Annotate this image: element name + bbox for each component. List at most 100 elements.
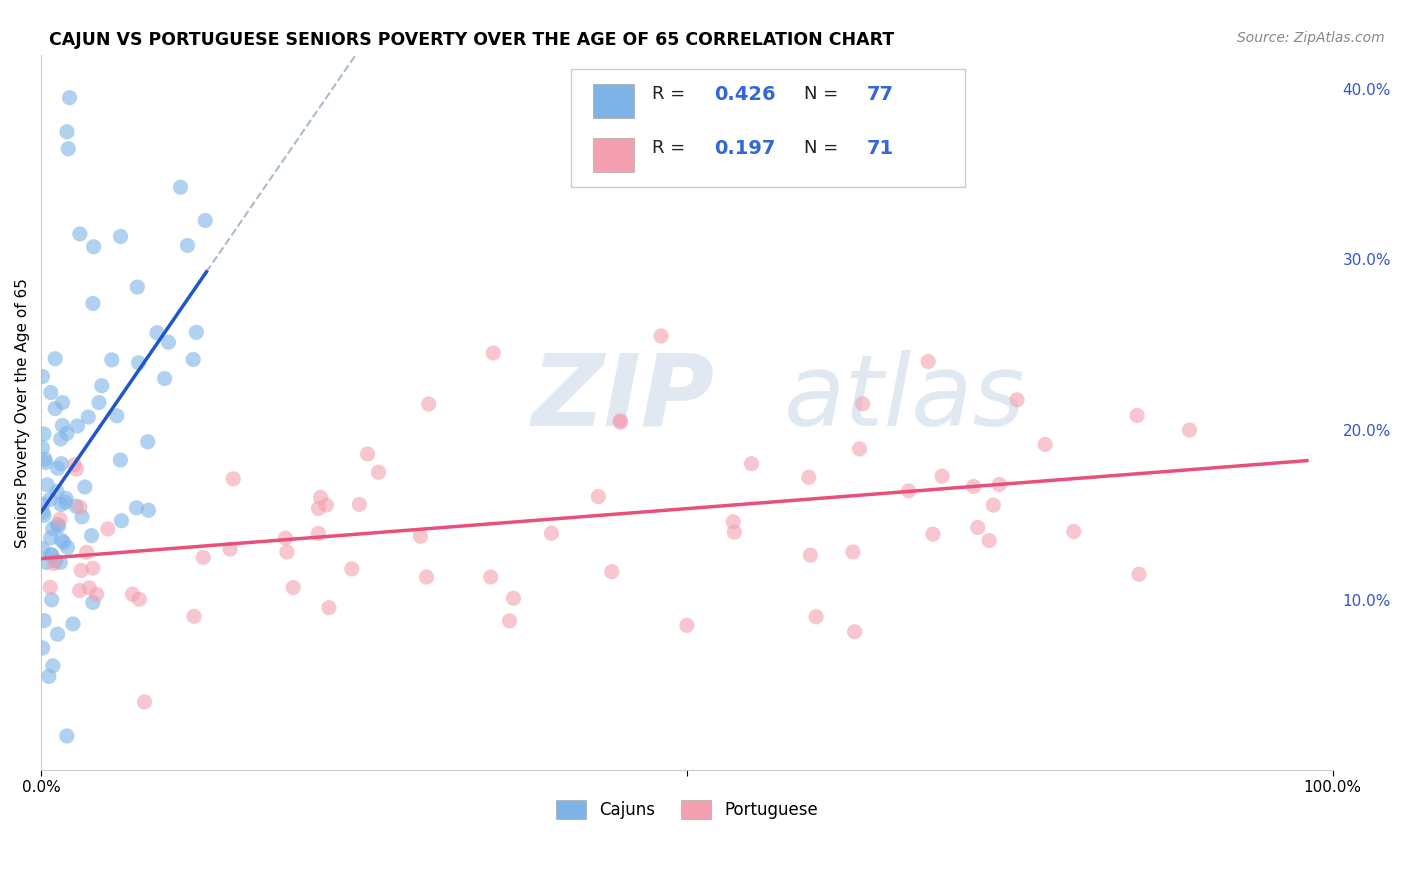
Point: [53, 495, 76, 509]
Point: [82, 595, 104, 609]
Point: [100, 352, 122, 367]
Point: [82, 561, 104, 575]
Point: [31, 541, 53, 556]
Point: [31, 640, 53, 655]
FancyBboxPatch shape: [571, 70, 965, 187]
Point: [32, 427, 55, 442]
Point: [799, 548, 821, 562]
Text: 77: 77: [866, 85, 893, 104]
Point: [1063, 524, 1085, 539]
Point: [609, 415, 631, 429]
Point: [276, 545, 298, 559]
Point: [41, 522, 63, 536]
Point: [44, 351, 66, 366]
Point: [676, 618, 699, 632]
Point: [931, 469, 953, 483]
Point: [741, 457, 763, 471]
Point: [39, 492, 62, 507]
Point: [77, 581, 100, 595]
Point: [409, 529, 432, 543]
Bar: [593, 84, 634, 119]
Y-axis label: Seniors Poverty Over the Age of 65: Seniors Poverty Over the Age of 65: [15, 277, 30, 548]
Point: [42, 658, 65, 673]
Point: [121, 587, 143, 601]
Point: [723, 515, 745, 529]
Point: [87, 395, 110, 409]
Point: [988, 477, 1011, 491]
Point: [128, 592, 150, 607]
Point: [274, 531, 297, 545]
Point: [32, 614, 55, 628]
Point: [51, 533, 73, 547]
Point: [46, 461, 69, 475]
Point: [186, 326, 208, 340]
Point: [153, 371, 176, 385]
Point: [356, 447, 378, 461]
Point: [127, 280, 149, 294]
Point: [917, 354, 939, 368]
Text: N =: N =: [804, 139, 845, 157]
Point: [76, 545, 98, 559]
Point: [110, 514, 132, 528]
Point: [966, 520, 988, 534]
Point: [31, 441, 53, 455]
Point: [41, 592, 63, 607]
Point: [39, 580, 62, 594]
Point: [86, 587, 108, 601]
Point: [66, 419, 89, 434]
Point: [51, 418, 73, 433]
Point: [283, 581, 305, 595]
Point: [157, 335, 180, 350]
Point: [32, 508, 55, 523]
Point: [37, 478, 59, 492]
Point: [49, 432, 72, 446]
Point: [418, 397, 440, 411]
Point: [65, 462, 87, 476]
Point: [70, 563, 93, 577]
Point: [62, 616, 84, 631]
Point: [723, 525, 745, 540]
Point: [609, 414, 631, 428]
Point: [922, 527, 945, 541]
Point: [56, 729, 79, 743]
Point: [219, 542, 242, 557]
Point: [34, 452, 56, 467]
Point: [125, 500, 148, 515]
Point: [979, 533, 1001, 548]
Point: [110, 453, 132, 467]
Point: [193, 550, 215, 565]
Point: [897, 483, 920, 498]
Point: [39, 548, 62, 562]
Point: [415, 570, 437, 584]
Point: [56, 541, 79, 555]
Point: [105, 409, 128, 423]
Text: 0.426: 0.426: [714, 85, 776, 104]
Text: R =: R =: [652, 139, 692, 157]
Point: [804, 609, 827, 624]
Point: [90, 378, 112, 392]
Point: [1128, 567, 1150, 582]
Point: [63, 458, 86, 472]
Point: [42, 557, 65, 571]
Point: [844, 624, 866, 639]
Point: [69, 227, 91, 241]
Point: [39, 531, 62, 545]
Point: [181, 352, 204, 367]
Point: [65, 500, 87, 514]
Text: CAJUN VS PORTUGUESE SENIORS POVERTY OVER THE AGE OF 65 CORRELATION CHART: CAJUN VS PORTUGUESE SENIORS POVERTY OVER…: [49, 31, 894, 49]
Point: [110, 229, 132, 244]
Point: [1178, 423, 1201, 437]
Point: [97, 522, 120, 536]
Point: [70, 509, 93, 524]
Point: [69, 500, 91, 515]
Point: [138, 503, 160, 517]
Text: R =: R =: [652, 86, 692, 103]
Point: [222, 472, 245, 486]
Point: [49, 556, 72, 570]
Point: [146, 326, 169, 340]
Point: [46, 517, 69, 532]
Point: [46, 627, 69, 641]
Point: [58, 91, 80, 105]
Text: atlas: atlas: [783, 350, 1025, 447]
Point: [502, 591, 524, 606]
